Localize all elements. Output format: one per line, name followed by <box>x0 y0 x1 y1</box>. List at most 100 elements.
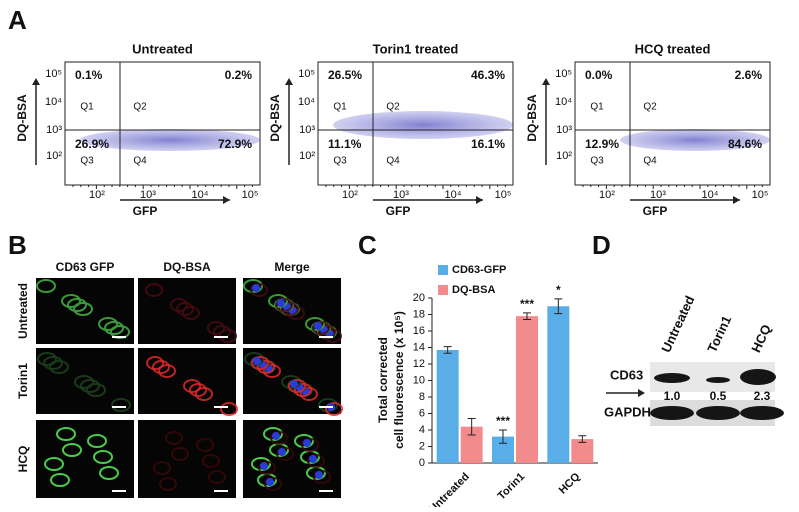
arrow-head <box>476 196 483 204</box>
cell <box>325 402 343 416</box>
x-tick-label: 10⁴ <box>445 189 462 201</box>
band <box>706 377 730 383</box>
x-tick-label: 10⁴ <box>702 189 719 201</box>
x-axis-label: GFP <box>386 204 411 218</box>
scatter-cloud <box>620 129 770 151</box>
cell <box>165 431 183 445</box>
cell <box>37 352 57 366</box>
plot-title: HCQ treated <box>635 41 711 56</box>
quadrant-percent: 0.0% <box>585 68 613 82</box>
cell <box>74 375 94 389</box>
cell <box>312 321 330 335</box>
cell <box>313 470 331 484</box>
error-bar <box>467 417 476 436</box>
quadrant-percent: 12.9% <box>585 137 619 151</box>
y-axis-label: DQ-BSA <box>268 94 282 142</box>
cell <box>220 402 238 416</box>
cell <box>104 321 124 335</box>
panel-label: C <box>358 230 377 260</box>
cell <box>264 477 282 491</box>
quadrant-percent: 2.6% <box>735 68 763 82</box>
y-tick-label: 14 <box>413 341 425 353</box>
arrow-head <box>638 389 645 397</box>
lane-label: HCQ <box>748 322 774 355</box>
significance: *** <box>520 297 534 311</box>
cell <box>93 450 113 464</box>
scatter-cloud <box>333 111 513 139</box>
nucleus <box>277 299 285 307</box>
bar <box>460 426 483 463</box>
bar <box>571 439 594 463</box>
y-tick-label: 16 <box>413 325 425 337</box>
quadrant-percent: 26.5% <box>328 68 362 82</box>
error-bar <box>554 298 563 315</box>
row-label: Untreated <box>16 283 30 339</box>
cell <box>300 387 318 401</box>
quadrant-percent: 0.1% <box>75 68 103 82</box>
cell <box>281 302 299 316</box>
band <box>650 406 694 420</box>
cell <box>43 356 63 370</box>
plot-title: Torin1 treated <box>373 41 459 56</box>
nucleus <box>272 432 280 440</box>
x-tick-label: 10² <box>89 189 105 201</box>
quadrant-name: Q3 <box>80 156 94 167</box>
cell <box>56 427 76 441</box>
y-tick-label: 10² <box>556 150 572 162</box>
cell <box>270 431 288 445</box>
nucleus <box>253 357 261 365</box>
quadrant-name: Q2 <box>643 102 657 113</box>
cell <box>61 294 81 308</box>
y-tick-label: 10 <box>413 374 425 386</box>
error-bar <box>443 346 452 354</box>
quadrant-name: Q1 <box>590 102 604 113</box>
y-tick-label: 10² <box>299 150 315 162</box>
arrow-head <box>733 196 740 204</box>
quadrant-name: Q2 <box>386 102 400 113</box>
quadrant-percent: 11.1% <box>328 137 362 151</box>
y-tick-label: 10⁵ <box>45 68 62 80</box>
micrograph <box>36 278 134 344</box>
y-tick-label: 10⁴ <box>555 96 572 108</box>
significance: *** <box>496 414 510 428</box>
x-tick-label: Untreated <box>427 471 472 507</box>
y-axis-label: DQ-BSA <box>15 94 29 142</box>
quadrant-percent: 26.9% <box>75 137 109 151</box>
arrow-head <box>542 78 550 85</box>
panel-label: A <box>8 5 27 35</box>
x-tick-label: 10² <box>599 189 615 201</box>
panel-label: B <box>8 230 27 260</box>
y-tick-label: 10⁵ <box>298 68 315 80</box>
cell <box>307 454 325 468</box>
y-tick-label: 10³ <box>299 124 315 136</box>
cell <box>288 379 306 393</box>
row-label: GAPDH <box>604 404 651 419</box>
cell <box>250 283 268 297</box>
legend-swatch <box>438 285 448 295</box>
micrograph <box>138 420 236 498</box>
quadrant-name: Q4 <box>386 156 400 167</box>
cell <box>276 447 294 461</box>
cell <box>50 473 70 487</box>
arrow-head <box>223 196 230 204</box>
nucleus <box>260 462 268 470</box>
y-tick-label: 10⁵ <box>555 68 572 80</box>
nucleus <box>303 439 311 447</box>
cell <box>36 279 56 293</box>
bar <box>436 349 459 463</box>
quadrant-name: Q3 <box>590 156 604 167</box>
nucleus <box>309 455 317 463</box>
x-axis-label: GFP <box>643 204 668 218</box>
cell <box>86 383 106 397</box>
error-bar <box>523 312 531 320</box>
cell <box>207 321 225 335</box>
x-tick-label: HCQ <box>557 470 583 496</box>
cell <box>189 383 207 397</box>
cell <box>195 387 213 401</box>
cell <box>80 379 100 393</box>
cell <box>158 364 176 378</box>
nucleus <box>278 448 286 456</box>
nucleus <box>314 322 322 330</box>
x-axis-label: GFP <box>133 204 158 218</box>
x-tick-label: 10⁴ <box>192 189 209 201</box>
